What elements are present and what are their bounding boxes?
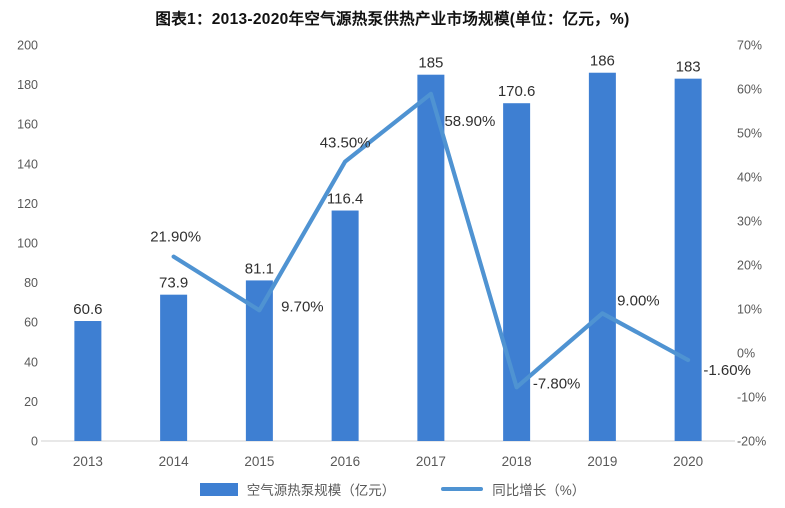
- bar-2017: [417, 74, 445, 441]
- left-axis-tick-label: 200: [17, 39, 38, 53]
- x-axis-label: 2018: [502, 454, 532, 469]
- line-value-label: 58.90%: [444, 113, 495, 130]
- bar-2016: [331, 210, 359, 441]
- x-axis-label: 2014: [159, 454, 190, 469]
- legend-item-line-series: 同比增长（%）: [441, 479, 585, 499]
- right-axis-tick-label: 60%: [737, 83, 762, 97]
- bar-value-label: 81.1: [245, 260, 274, 277]
- line-value-label: 9.00%: [617, 292, 660, 309]
- left-axis-tick-label: 160: [17, 118, 38, 132]
- left-axis-tick-label: 100: [17, 237, 38, 251]
- line-value-label: 9.70%: [281, 298, 324, 315]
- bar-2020: [674, 78, 702, 441]
- x-axis-label: 2016: [330, 454, 360, 469]
- right-axis-tick-label: 10%: [737, 303, 762, 317]
- bar-2018: [503, 103, 531, 441]
- bar-value-label: 185: [418, 55, 443, 72]
- left-axis-tick-label: 180: [17, 78, 38, 92]
- left-axis-tick-label: 120: [17, 197, 38, 211]
- right-axis-tick-label: 50%: [737, 127, 762, 141]
- left-axis-tick-label: 40: [24, 355, 38, 369]
- bar-value-label: 170.6: [498, 83, 536, 100]
- line-value-label: -7.80%: [533, 375, 581, 392]
- left-axis-tick-label: 20: [24, 395, 38, 409]
- x-axis-label: 2019: [587, 454, 617, 469]
- growth-line: [171, 91, 691, 390]
- bar-value-label: 73.9: [159, 275, 188, 292]
- left-axis-tick-label: 60: [24, 316, 38, 330]
- right-axis-tick-label: 70%: [737, 39, 762, 53]
- legend: 空气源热泵规模（亿元） 同比增长（%）: [0, 479, 785, 499]
- line-value-label: 21.90%: [150, 229, 201, 246]
- line-series-swatch-icon: [441, 486, 484, 492]
- x-axis-label: 2013: [73, 454, 103, 469]
- legend-label-line-series: 同比增长（%）: [492, 483, 586, 498]
- chart-title: 图表1：2013-2020年空气源热泵供热产业市场规模(单位：亿元，%): [155, 11, 630, 28]
- x-axis-label: 2015: [244, 454, 274, 469]
- right-axis-tick-label: -20%: [737, 435, 766, 449]
- bar-value-label: 60.6: [73, 301, 102, 318]
- right-axis-tick-label: 30%: [737, 215, 762, 229]
- bar-2014: [160, 294, 188, 441]
- line-value-label: -1.60%: [703, 362, 751, 379]
- right-axis-tick-label: 20%: [737, 259, 762, 273]
- legend-label-bar-series: 空气源热泵规模（亿元）: [246, 483, 396, 498]
- bar-value-label: 116.4: [327, 191, 363, 208]
- left-axis-tick-label: 0: [31, 435, 38, 449]
- left-axis-tick-label: 80: [24, 276, 38, 290]
- bar-series-swatch-icon: [199, 482, 238, 496]
- combo-chart: 0 20 40 60 80 100 120 140 160 180 200 -20% -10% 0% 10%…: [17, 39, 766, 470]
- right-axis-tick-label: -10%: [737, 391, 766, 405]
- bar-2013: [74, 321, 102, 441]
- line-value-label: 43.50%: [320, 135, 371, 152]
- legend-item-bar-series: 空气源热泵规模（亿元）: [199, 479, 396, 499]
- right-axis-tick-label: 0%: [737, 347, 755, 361]
- right-axis-tick-label: 40%: [737, 171, 762, 185]
- x-axis-label: 2020: [673, 454, 703, 469]
- bar-value-label: 183: [676, 59, 701, 76]
- x-axis-label: 2017: [416, 454, 446, 469]
- bar-2019: [588, 72, 616, 441]
- bar-value-label: 186: [590, 53, 615, 70]
- left-axis-tick-label: 140: [17, 157, 38, 171]
